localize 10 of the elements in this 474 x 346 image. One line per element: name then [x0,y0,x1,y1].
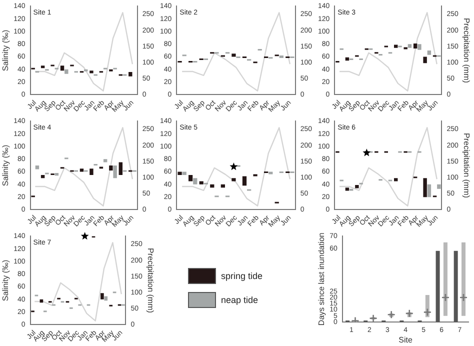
y2-axis-title: Precipitation (mm) [146,248,155,314]
y-axis-title: Days since last inundation [317,232,326,326]
y-axis-title: Salinity (‰) [1,144,10,186]
y2-axis-title: Precipitation (mm) [462,133,471,198]
y-axis-title: Salinity (‰) [1,259,10,302]
legend-label: neap tide [221,295,258,305]
legend-label: spring tide [221,271,263,281]
y2-axis-title: Precipitation (mm) [462,18,471,84]
x-axis-title: Site [398,335,413,344]
y-axis-title: Salinity (‰) [1,29,10,72]
